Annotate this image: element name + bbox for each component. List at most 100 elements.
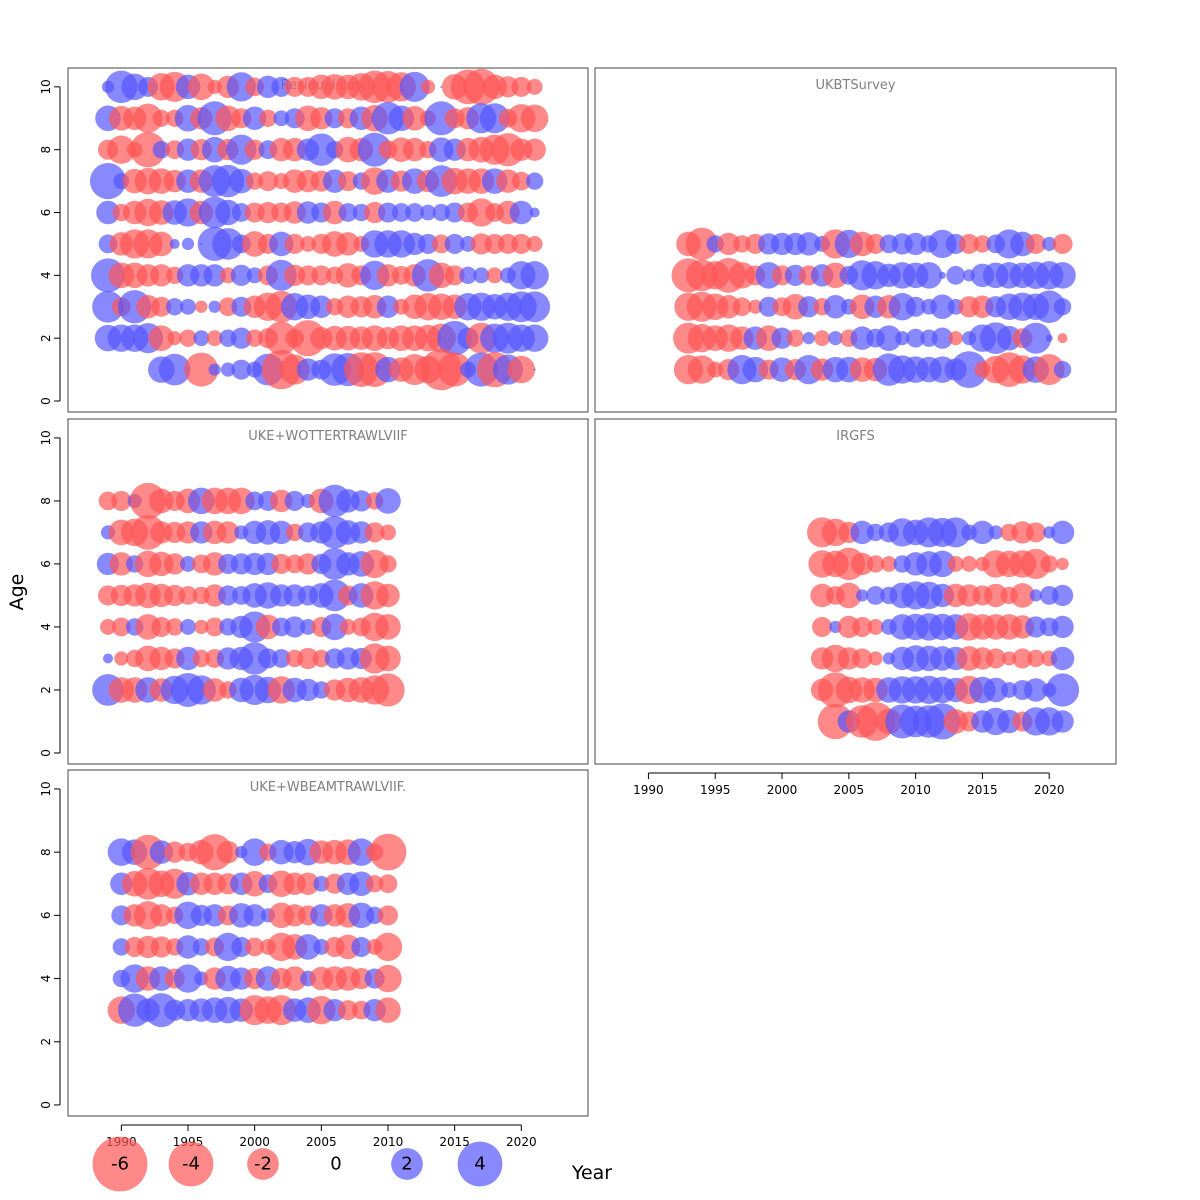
residual-bubble <box>165 618 184 636</box>
residual-bubble <box>520 104 549 132</box>
residual-bubble <box>242 106 267 131</box>
residual-bubble <box>802 332 815 345</box>
residual-bubble <box>486 267 503 284</box>
residual-bubble <box>229 168 254 194</box>
residual-bubble <box>180 298 196 315</box>
residual-bubble <box>375 614 401 640</box>
residual-bubble <box>866 555 885 573</box>
residual-bubble <box>373 932 403 962</box>
panel: IRGFS 1990 1995 2000 2005 2010 2015 2020 <box>594 418 1117 797</box>
residual-bubble <box>1049 262 1076 289</box>
y-tick-label: 8 <box>39 146 53 154</box>
residual-bubble <box>479 103 510 134</box>
residual-bubble <box>374 964 402 993</box>
residual-bubble <box>297 647 319 670</box>
residual-bubble <box>178 586 198 605</box>
residual-bubble <box>1057 333 1068 344</box>
residual-bubble <box>365 875 384 893</box>
residual-bubble <box>526 78 543 95</box>
legend-item: -2 <box>247 1148 279 1180</box>
residual-bubble <box>212 228 244 260</box>
residual-bubble <box>194 619 209 635</box>
legend-label: 0 <box>330 1154 341 1175</box>
panel-frame <box>67 67 589 413</box>
residual-bubble <box>357 132 392 167</box>
residual-bubble <box>1042 236 1057 252</box>
residual-bubble <box>399 71 430 102</box>
residual-bubble <box>92 290 124 323</box>
y-axis: 0 2 4 6 8 10 <box>39 430 61 757</box>
residual-bubble <box>338 203 358 222</box>
residual-bubble <box>1045 673 1080 707</box>
residual-bubble <box>150 264 173 287</box>
residual-bubble <box>526 236 543 252</box>
residual-bubble <box>180 556 196 572</box>
residual-bubble <box>376 264 400 287</box>
residual-bubble <box>459 266 477 285</box>
residual-bubble <box>176 935 200 959</box>
residual-bubble <box>880 556 897 572</box>
panel-title: IRGFS <box>836 429 874 444</box>
y-tick-label: 4 <box>39 623 53 631</box>
panel-frame <box>67 769 589 1117</box>
residual-bubble <box>496 169 520 193</box>
residual-bubble <box>216 840 240 864</box>
y-axis-title-text: Age <box>6 574 28 611</box>
residual-bubble <box>823 295 848 319</box>
residual-bubble <box>717 232 740 256</box>
residual-bubble <box>1056 557 1069 571</box>
residual-bubble <box>257 648 279 669</box>
y-tick-label: 10 <box>39 781 53 796</box>
residual-bubble <box>180 619 196 635</box>
residual-bubble <box>340 619 356 635</box>
residual-bubble <box>151 296 172 317</box>
residual-bubble <box>1053 298 1072 316</box>
residual-bubble <box>1002 651 1017 666</box>
residual-bubble <box>231 936 252 957</box>
residual-bubble <box>164 584 186 607</box>
residual-bubble <box>732 297 752 317</box>
residual-bubble <box>906 328 925 348</box>
residual-bubble <box>269 520 294 545</box>
residual-bubble <box>950 351 988 388</box>
residual-bubble <box>282 966 307 991</box>
residual-bubble <box>111 617 131 637</box>
residual-bubble <box>152 141 171 159</box>
residual-bubble <box>1020 322 1052 354</box>
residual-bubble <box>347 838 376 866</box>
residual-bubble <box>311 265 332 286</box>
legend-label: -4 <box>182 1154 200 1175</box>
residual-bubble <box>786 329 805 347</box>
residual-bubble <box>1052 233 1073 254</box>
residual-bubble <box>771 327 793 349</box>
residual-bubble <box>511 76 532 97</box>
legend-label: -6 <box>111 1154 129 1175</box>
residual-bubble <box>947 556 964 572</box>
residual-bubble <box>257 171 279 192</box>
residual-bubble <box>984 583 1008 608</box>
residual-bubble <box>264 321 298 355</box>
residual-bubble <box>255 614 281 640</box>
residual-bubble <box>216 521 240 544</box>
residual-bubble <box>865 233 886 254</box>
residual-bubble <box>375 997 401 1023</box>
bubbles <box>92 482 405 707</box>
residual-bubble <box>810 583 834 608</box>
residual-bubble <box>271 553 292 574</box>
residual-bubble <box>685 227 719 261</box>
residual-bubble <box>511 171 531 191</box>
residual-bubble <box>152 109 171 127</box>
residual-bubble <box>931 327 953 349</box>
residual-bubble <box>165 298 184 316</box>
residual-bubble <box>1033 354 1065 386</box>
residual-bubble <box>173 964 203 993</box>
legend-bubble <box>247 1148 279 1180</box>
legend-bubble <box>168 1141 214 1187</box>
residual-bubble <box>852 648 873 669</box>
residual-bubble <box>164 841 186 863</box>
y-axis-title: Age <box>6 574 28 611</box>
residual-bubble <box>473 267 490 284</box>
x-tick-label: 2010 <box>373 1135 404 1149</box>
x-axis: 1990 1995 2000 2005 2010 2015 2020 <box>633 772 1064 797</box>
residual-bubble <box>184 352 219 387</box>
